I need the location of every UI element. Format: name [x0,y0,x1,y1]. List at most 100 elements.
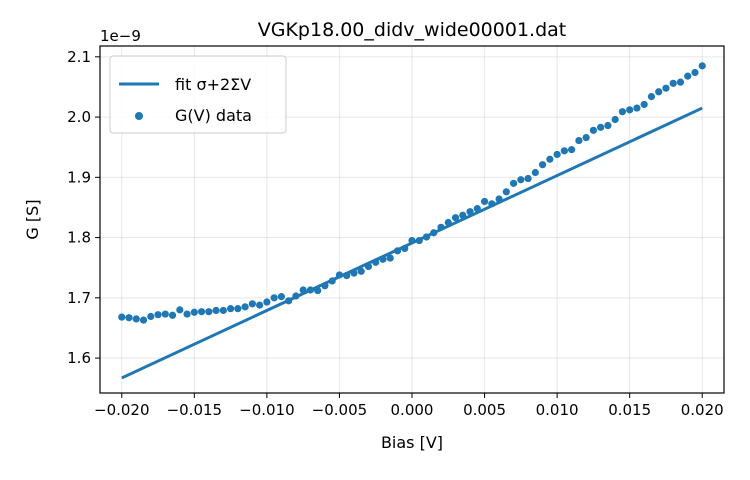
data-point [364,262,373,271]
data-point [277,293,285,301]
data-series [118,62,706,324]
y-axis-label: G [S] [23,199,42,239]
chart-title: VGKp18.00_didv_wide00001.dat [258,19,566,41]
data-point [459,211,467,219]
y-axis: 1.6 1.7 1.8 1.9 2.0 2.1 [67,48,100,367]
data-point [212,306,220,315]
data-point [154,311,162,319]
data-point [698,62,706,70]
data-point [618,108,627,116]
y-tick-label: 1.7 [67,289,91,307]
data-point [495,195,503,203]
data-point [502,188,510,196]
y-tick-label: 2.0 [67,108,91,126]
y-axis-offset-label: 1e−9 [100,27,141,45]
data-point [343,271,351,280]
data-point [197,308,206,316]
data-point [270,294,278,302]
data-point [161,310,169,318]
x-tick-label: 0.020 [681,401,724,419]
y-tick-label: 1.8 [67,229,91,247]
data-point [597,123,605,131]
data-point [546,155,554,163]
data-point [176,306,184,314]
legend-fit-label: fit σ+2ΣV [175,75,251,94]
data-point [662,84,670,92]
legend-box [109,55,287,134]
data-point [691,68,699,77]
data-point [422,233,431,241]
data-point [647,93,656,101]
data-point [335,271,344,279]
data-point [263,298,271,306]
x-axis-label: Bias [V] [381,433,443,452]
data-point [684,72,692,80]
data-point [386,254,394,262]
data-point [292,292,300,300]
x-tick-label: −0.005 [312,401,368,419]
data-point [227,305,235,313]
y-tick-label: 1.6 [67,349,91,367]
data-point [575,136,583,145]
data-point [147,312,155,321]
data-point [372,258,380,266]
data-point [256,301,264,309]
data-point [125,314,133,322]
data-point [633,104,641,112]
data-point [205,308,213,316]
x-tick-label: −0.020 [94,401,150,419]
data-point [640,100,648,109]
data-point [437,223,445,231]
data-point [553,150,561,159]
data-point [451,214,460,222]
data-point [531,168,539,177]
data-point [190,308,198,316]
data-point [473,205,481,213]
data-point [589,126,597,134]
data-point [517,176,525,184]
data-point [357,267,365,275]
data-point [328,277,336,285]
legend: fit σ+2ΣV G(V) data [109,55,287,134]
legend-data-swatch [135,112,143,120]
y-tick-label: 1.9 [67,168,91,186]
y-tick-label: 2.1 [67,48,91,66]
data-point [393,247,402,255]
data-point [430,229,438,237]
data-point [568,146,576,154]
data-point [219,306,227,315]
x-tick-label: −0.010 [239,401,295,419]
data-point [350,269,358,277]
data-point [379,255,387,263]
data-point [132,315,140,323]
data-point [415,236,423,245]
data-point [306,286,315,294]
data-point [582,133,590,142]
data-point [466,208,474,216]
data-point [539,161,547,169]
data-point [118,313,126,321]
data-point [444,218,452,227]
data-point [285,297,293,305]
data-point [234,305,242,313]
x-tick-label: −0.015 [167,401,223,419]
data-point [480,197,489,206]
data-point [408,236,416,245]
data-point [183,310,191,318]
data-point [299,286,307,294]
data-point [401,244,409,253]
data-point [509,179,518,187]
data-point [604,121,612,130]
x-axis: −0.020 −0.015 −0.010 −0.005 0.000 0.005 0.010 0… [94,393,724,419]
legend-data-label: G(V) data [175,106,252,125]
data-point [248,300,256,308]
data-point [524,174,532,183]
data-point [626,106,634,114]
data-point [676,78,685,86]
data-point [168,311,177,319]
x-tick-label: 0.015 [608,401,651,419]
data-point [314,286,322,295]
x-tick-label: 0.010 [536,401,579,419]
x-tick-label: 0.005 [463,401,506,419]
x-tick-label: 0.000 [391,401,434,419]
